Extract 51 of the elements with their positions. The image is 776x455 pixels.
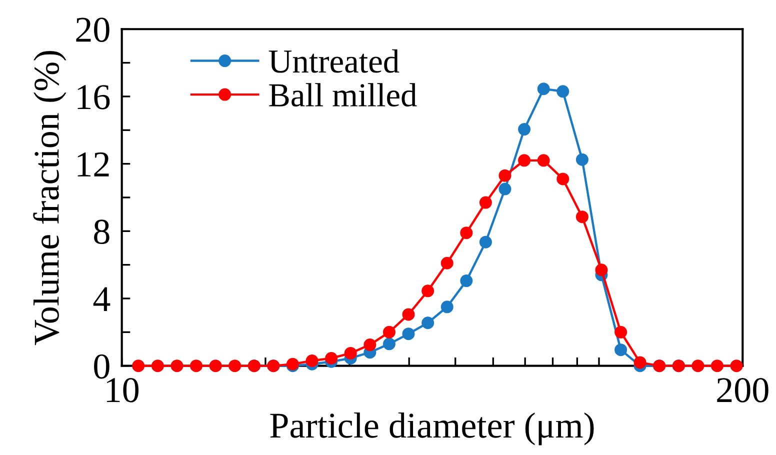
y-axis-title: Volume fraction (%): [33, 50, 66, 346]
point: [460, 226, 473, 240]
y-tick-label: 8: [94, 220, 110, 244]
point: [382, 326, 396, 338]
point: [537, 154, 550, 167]
point: [422, 316, 434, 330]
point: [364, 338, 376, 352]
x-axis-title: Particle diameter (μm): [270, 412, 594, 446]
point: [518, 123, 531, 136]
point: [614, 326, 628, 338]
point: [634, 356, 646, 369]
point: [402, 328, 415, 340]
point: [518, 154, 531, 167]
point: [460, 274, 473, 288]
point: [440, 256, 454, 270]
legend-label: Untreated: [268, 49, 400, 73]
x-tick-label: 10: [106, 378, 139, 402]
point: [498, 169, 512, 182]
point: [170, 360, 184, 372]
point: [556, 172, 570, 186]
point: [151, 360, 164, 372]
point: [537, 82, 550, 96]
point: [440, 300, 454, 314]
point: [692, 360, 704, 372]
point: [614, 344, 628, 356]
y-tick-label: 4: [93, 287, 110, 312]
point: [498, 182, 512, 196]
legend-label: Ball milled: [269, 83, 417, 107]
point: [576, 210, 588, 224]
point: [228, 360, 242, 372]
point: [710, 360, 724, 372]
point: [209, 360, 222, 372]
point: [556, 85, 570, 98]
point: [325, 352, 338, 364]
x-tick-label: 200: [717, 378, 768, 402]
point: [382, 338, 396, 350]
y-tick-label: 20: [76, 18, 110, 42]
point: [422, 284, 434, 298]
point: [595, 264, 608, 276]
point: [190, 360, 202, 372]
y-tick-label: 12: [78, 152, 109, 176]
point: [479, 236, 492, 248]
point: [344, 346, 357, 360]
point: [576, 153, 588, 166]
point: [132, 360, 145, 372]
y-tick-label: 16: [78, 85, 110, 110]
y-tick-label: 0: [94, 354, 110, 379]
point: [306, 354, 318, 368]
point: [730, 360, 743, 372]
point: [479, 196, 492, 209]
point: [402, 308, 415, 321]
